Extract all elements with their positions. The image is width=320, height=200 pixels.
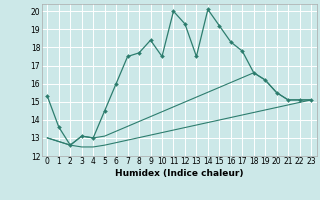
- X-axis label: Humidex (Indice chaleur): Humidex (Indice chaleur): [115, 169, 244, 178]
